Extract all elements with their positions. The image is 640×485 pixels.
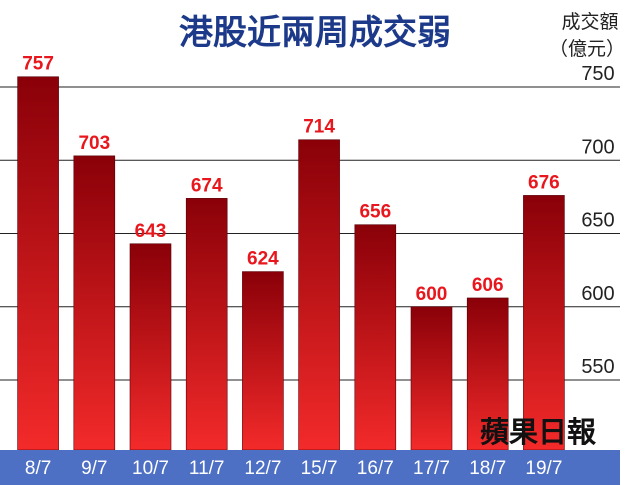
bar-value-label: 656 (359, 202, 391, 223)
x-axis-band (0, 450, 620, 485)
bar (242, 271, 284, 451)
bar-value-label: 624 (247, 249, 279, 270)
bar (410, 306, 453, 451)
y-tick-label: 700 (581, 136, 614, 158)
bar-layer (17, 76, 565, 451)
bar-value-label: 714 (303, 117, 335, 138)
bar (17, 76, 59, 451)
y-tick-layer: 550 600 650 700 750 (581, 63, 614, 378)
bar (185, 198, 228, 451)
x-tick-label: 17/7 (413, 458, 450, 479)
bar (298, 139, 340, 451)
bar-value-label: 643 (135, 221, 167, 242)
bar-value-label: 606 (472, 275, 504, 296)
bar (523, 195, 565, 451)
bar (73, 155, 116, 451)
bar-value-label: 676 (528, 172, 560, 193)
x-tick-label: 15/7 (301, 458, 338, 479)
chart-title: 港股近兩周成交弱 (179, 13, 451, 53)
x-tick-label: 11/7 (189, 458, 225, 479)
y-tick-label: 750 (581, 63, 614, 85)
y-tick-label: 550 (581, 356, 614, 378)
x-tick-layer: 8/7 9/7 10/7 11/7 12/7 15/7 16/7 17/7 18/7 19/7 (25, 458, 563, 479)
bar (354, 224, 397, 451)
y-tick-label: 650 (581, 210, 614, 232)
bar-value-label: 600 (416, 284, 448, 305)
bar-value-label: 703 (78, 133, 110, 154)
y-axis-unit: （億元） (549, 38, 625, 60)
x-tick-label: 9/7 (81, 458, 107, 479)
y-axis-label: 成交額 (561, 11, 618, 33)
y-tick-label: 600 (581, 283, 614, 305)
bar (466, 297, 509, 451)
bar-value-label: 674 (191, 175, 223, 196)
apple-daily-watermark: 蘋果日報 (480, 415, 597, 449)
bar-value-label: 757 (22, 54, 54, 75)
bar (129, 243, 172, 451)
x-tick-label: 10/7 (132, 458, 169, 479)
x-tick-label: 19/7 (525, 458, 562, 479)
label-layer: 757 703 643 674 624 714 656 600 606 676 (22, 54, 560, 305)
x-tick-label: 16/7 (357, 458, 394, 479)
x-tick-label: 12/7 (244, 458, 281, 479)
x-tick-label: 8/7 (25, 458, 51, 479)
x-tick-label: 18/7 (469, 458, 506, 479)
